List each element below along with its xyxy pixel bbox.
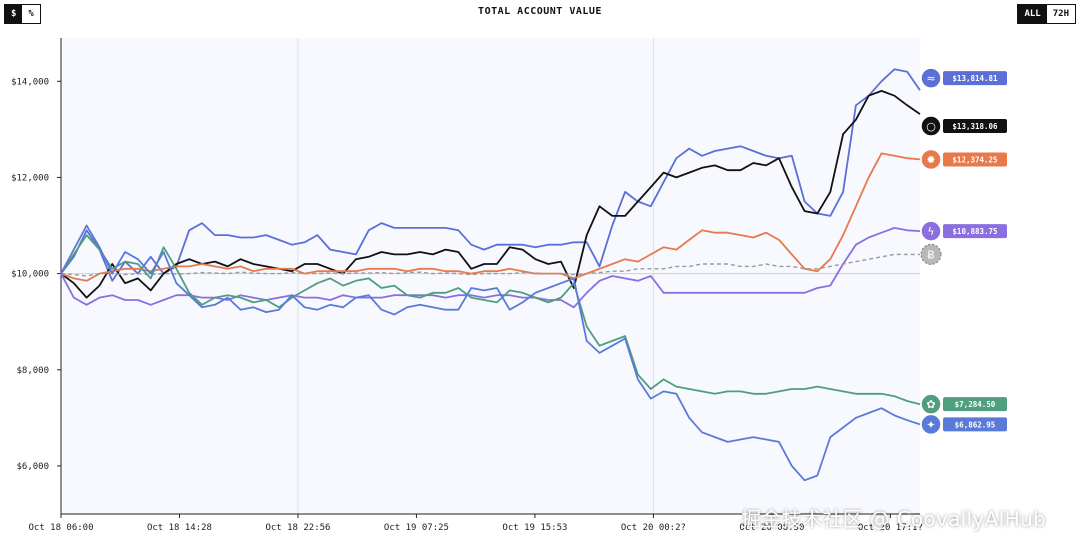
- series-line-7: [60, 224, 921, 482]
- value-badge-label: $12,374.25: [952, 155, 997, 164]
- bitcoin-icon-glyph: Ƀ: [927, 248, 935, 261]
- y-tick-label: $12,000: [11, 173, 49, 183]
- openai-swirl-icon-glyph: ✿: [926, 398, 935, 411]
- sparkle-icon-glyph: ✦: [926, 418, 935, 431]
- range-all-button[interactable]: ALL: [1018, 5, 1047, 23]
- plot-area: [61, 38, 920, 514]
- sparkle-icon: [920, 413, 942, 436]
- value-badge: [943, 152, 1007, 167]
- watermark: 掘金技术社区 @ CoovallyAIHub: [741, 507, 1046, 531]
- x-tick-label: Oct 19 07:25: [384, 523, 449, 533]
- range-72h-button[interactable]: 72H: [1052, 9, 1069, 19]
- series-end-marker-3: ✹ $12,374.25: [920, 148, 1007, 171]
- y-tick-label: $10,000: [11, 270, 49, 280]
- unit-dollar-button[interactable]: $: [5, 5, 23, 23]
- series-end-marker-5: Ƀ: [920, 243, 942, 265]
- openai-style-icon-glyph: ○: [926, 120, 936, 133]
- series-end-marker-4: ϟ $10,883.75: [920, 220, 1007, 242]
- x-tick-label: Oct 19 15:53: [502, 523, 567, 533]
- range-toggle: ALL 72H: [1017, 4, 1076, 24]
- series-end-marker-1: ≈ $13,814.81: [920, 67, 1007, 89]
- series-end-marker-6: ✿ $7,284.50: [920, 393, 1007, 415]
- x-tick-label: Oct 18 14:28: [147, 523, 212, 533]
- value-badge-label: $10,883.75: [952, 227, 997, 236]
- lightning-icon-glyph: ϟ: [927, 225, 934, 238]
- series-line-5: [60, 253, 920, 277]
- value-badge: [943, 417, 1007, 432]
- sunburst-icon-glyph: ✹: [926, 153, 935, 166]
- series-line-3: [60, 152, 921, 282]
- bitcoin-icon: [920, 243, 942, 265]
- y-tick-label: $14,000: [11, 77, 49, 87]
- unit-toggle: $ %: [4, 4, 41, 24]
- value-badge: [943, 397, 1007, 412]
- whale-icon-glyph: ≈: [926, 72, 935, 85]
- value-badge: [943, 224, 1007, 239]
- unit-percent-button[interactable]: %: [28, 9, 34, 19]
- whale-icon: [920, 67, 942, 89]
- y-tick-label: $8,000: [16, 366, 49, 376]
- x-tick-label: Oct 20 08:50: [739, 523, 804, 533]
- value-badge-label: $13,318.06: [952, 122, 998, 131]
- chart-title: TOTAL ACCOUNT VALUE: [478, 6, 602, 17]
- value-badge-label: $6,862.95: [955, 420, 996, 429]
- series-line-4: [60, 226, 921, 309]
- openai-style-icon: [920, 115, 942, 137]
- x-tick-label: Oct 20 17:1?: [858, 523, 923, 533]
- value-badge-label: $7,284.50: [955, 400, 996, 409]
- x-tick-label: Oct 18 06:00: [28, 523, 93, 533]
- x-tick-label: Oct 20 00:2?: [621, 523, 686, 533]
- value-badge: [943, 71, 1007, 86]
- x-tick-label: Oct 18 22:56: [265, 523, 330, 533]
- y-tick-label: $6,000: [16, 462, 49, 472]
- series-line-1: [60, 68, 921, 282]
- value-badge: [943, 119, 1007, 134]
- sunburst-icon: [920, 148, 942, 171]
- series-line-6: [60, 234, 921, 406]
- series-end-marker-7: ✦ $6,862.95: [920, 413, 1007, 436]
- lightning-icon: [920, 220, 942, 242]
- series-end-marker-2: ○ $13,318.06: [920, 115, 1007, 137]
- value-badge-label: $13,814.81: [952, 74, 998, 83]
